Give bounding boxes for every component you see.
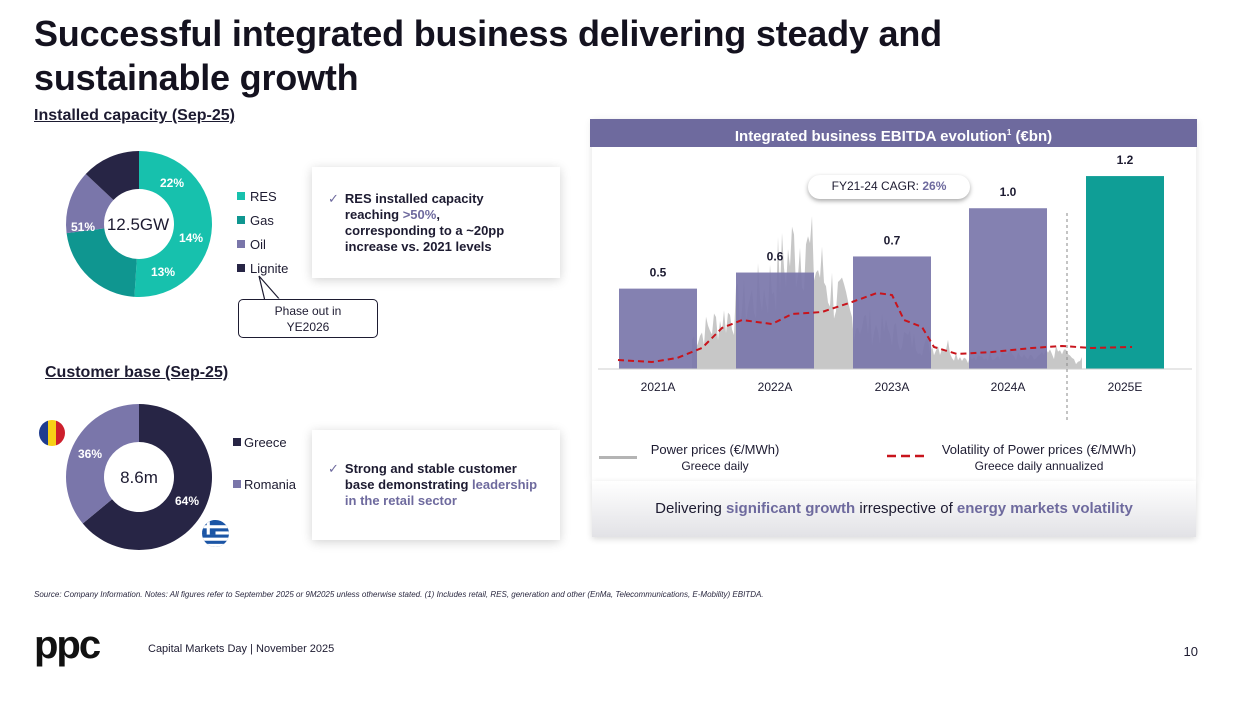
legend-res: RES xyxy=(237,184,288,208)
res-capacity-card: ✓ RES installed capacity reaching >50%, … xyxy=(312,167,560,278)
greece-share-label: 64% xyxy=(175,494,199,508)
page-number: 10 xyxy=(1183,644,1198,659)
installed-capacity-heading: Installed capacity (Sep-25) xyxy=(34,107,235,124)
legend-gas-swatch xyxy=(237,216,245,224)
res-capacity-card-text: ✓ RES installed capacity reaching >50%, … xyxy=(328,191,528,255)
legend-greece-swatch xyxy=(233,438,241,446)
customer-base-heading: Customer base (Sep-25) xyxy=(45,364,229,381)
cagr-label: FY21-24 CAGR: xyxy=(831,179,919,193)
bar-value-label: 0.7 xyxy=(884,233,901,247)
legend-gas: Gas xyxy=(237,208,288,232)
res-card-highlight: >50% xyxy=(402,207,437,222)
legend-oil-swatch xyxy=(237,240,245,248)
greece-flag-icon xyxy=(202,520,229,547)
banner-highlight-1: significant growth xyxy=(726,500,856,517)
donut-slice-gas xyxy=(66,228,137,297)
donut-slice-res xyxy=(134,151,212,297)
power-prices-legend-swatch xyxy=(599,456,637,459)
res-card-prefix: RES installed capacity reaching xyxy=(344,191,484,222)
category-label: 2025E xyxy=(1108,380,1143,394)
svg-text:ppc: ppc xyxy=(34,628,101,667)
donut-slice-lignite xyxy=(85,151,139,201)
ebitda-panel-header: Integrated business EBITDA evolution1 (€… xyxy=(590,119,1197,147)
legend-lignite: Lignite xyxy=(237,256,288,280)
ebitda-heading-footnote: 1 xyxy=(1006,128,1012,137)
installed-capacity-donut: 12.5GW 51% 22% 14% 13% xyxy=(66,151,212,297)
res-card-suffix: , corresponding to a ~20pp increase vs. … xyxy=(344,207,505,254)
checkmark-icon: ✓ xyxy=(328,461,339,476)
source-footnote: Source: Company Information. Notes: All … xyxy=(34,590,764,599)
legend-romania-label: Romania xyxy=(244,476,297,492)
bar-value-label: 0.6 xyxy=(767,250,784,264)
gas-share-label: 22% xyxy=(160,176,184,190)
legend-greece-label: Greece xyxy=(244,434,287,450)
donut-slice-greece xyxy=(82,404,213,550)
customer-base-legend: Greece Romania xyxy=(233,433,296,493)
phase-out-callout: Phase out in YE2026 xyxy=(238,299,378,338)
footer-event: Capital Markets Day | November 2025 xyxy=(148,643,335,655)
legend-oil-label: Oil xyxy=(250,236,266,252)
ebitda-heading-text: Integrated business EBITDA evolution xyxy=(734,128,1007,145)
customer-base-total: 8.6m xyxy=(120,468,158,487)
power-prices-legend-sub: Greece daily xyxy=(681,459,749,473)
volatility-legend-swatch xyxy=(887,454,925,458)
checkmark-icon: ✓ xyxy=(328,191,339,206)
bar-value-label: 1.0 xyxy=(1000,185,1017,199)
legend-res-swatch xyxy=(237,192,245,200)
phase-out-callout-text: Phase out in YE2026 xyxy=(274,303,342,334)
installed-capacity-legend: RES Gas Oil Lignite xyxy=(237,184,288,280)
banner-highlight-2: energy markets volatility xyxy=(956,500,1133,517)
donut-slice-oil xyxy=(66,174,114,234)
donut-slice-romania xyxy=(66,404,139,524)
growth-banner: Delivering significant growth irrespecti… xyxy=(592,481,1196,537)
legend-lignite-label: Lignite xyxy=(250,260,289,276)
category-label: 2021A xyxy=(641,380,676,394)
res-share-label: 51% xyxy=(71,220,95,234)
bar-2025E xyxy=(1086,176,1164,369)
bar-2021A xyxy=(619,288,697,369)
banner-text-1: Delivering xyxy=(655,500,727,517)
customer-base-donut: 8.6m 64% 36% xyxy=(66,404,213,550)
volatility-legend-label: Volatility of Power prices (€/MWh) xyxy=(941,442,1137,457)
lignite-share-label: 13% xyxy=(151,265,175,279)
ebitda-heading-unit: (€bn) xyxy=(1015,128,1053,145)
page-title: Successful integrated business deliverin… xyxy=(34,13,942,98)
customer-base-card-text: ✓ Strong and stable customer base demons… xyxy=(328,461,550,509)
oil-share-label: 14% xyxy=(179,231,203,245)
legend-gas-label: Gas xyxy=(250,212,274,228)
category-label: 2023A xyxy=(875,380,910,394)
bar-2024A xyxy=(969,208,1047,369)
volatility-legend: Volatility of Power prices (€/MWh) Greec… xyxy=(926,442,1152,474)
ppc-logo: ppc xyxy=(34,628,103,667)
legend-oil: Oil xyxy=(237,232,288,256)
customer-card-highlight: leadership in the retail sector xyxy=(344,477,538,508)
ebitda-chart: 0.5 0.6 0.7 1.0 1.2 2021A 2022A 2023A 2024A 2025… xyxy=(598,153,1192,422)
installed-capacity-total: 12.5GW xyxy=(107,215,169,234)
bar-2023A xyxy=(853,256,931,369)
volatility-line xyxy=(617,291,1133,364)
bar-value-label: 0.5 xyxy=(650,266,667,280)
legend-romania-swatch xyxy=(233,480,241,488)
cagr-value: 26% xyxy=(922,179,947,193)
legend-res-label: RES xyxy=(250,188,277,204)
customer-card-prefix: Strong and stable customer base demonstr… xyxy=(344,461,517,492)
bar-value-label: 1.2 xyxy=(1117,153,1134,167)
category-label: 2022A xyxy=(758,380,793,394)
legend-lignite-swatch xyxy=(237,264,245,272)
banner-text-2: irrespective of xyxy=(855,500,957,517)
romania-share-label: 36% xyxy=(78,447,102,461)
category-label: 2024A xyxy=(991,380,1026,394)
power-prices-legend-label: Power prices (€/MWh) xyxy=(650,442,780,457)
power-prices-legend: Power prices (€/MWh) Greece daily xyxy=(640,442,790,474)
cagr-badge: FY21-24 CAGR: 26% xyxy=(808,175,970,199)
customer-base-card: ✓ Strong and stable customer base demons… xyxy=(312,430,560,540)
legend-greece: Greece xyxy=(233,433,296,451)
legend-romania: Romania xyxy=(233,475,296,493)
romania-flag-icon xyxy=(39,420,65,446)
volatility-legend-sub: Greece daily annualized xyxy=(974,459,1104,473)
